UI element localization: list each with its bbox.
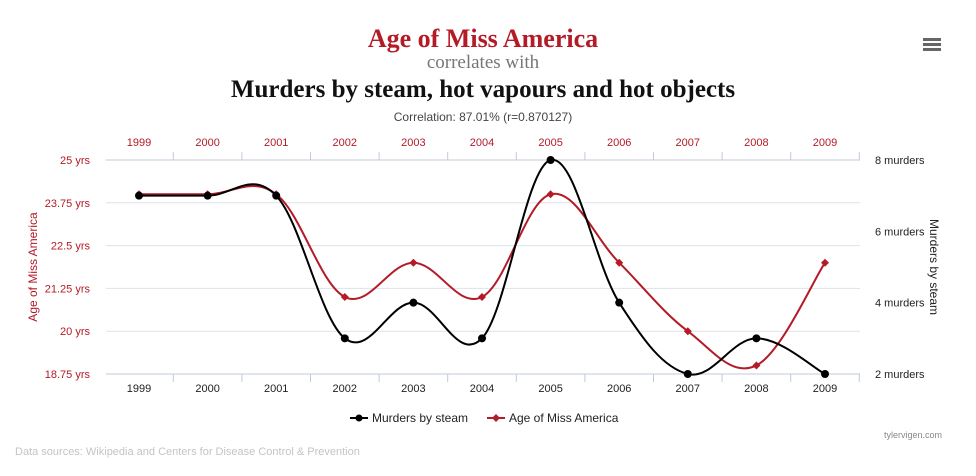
bottom-x-tick-label: 2007 [676,383,700,395]
bottom-x-tick-label: 2009 [813,383,837,395]
data-point-murders[interactable] [821,370,829,378]
top-x-tick-label: 2005 [538,137,562,149]
data-point-age[interactable] [409,258,418,267]
series-line-murders [138,158,826,376]
credit-link[interactable]: tylervigen.com [884,430,942,440]
data-point-murders[interactable] [340,334,349,343]
legend-label-murders: Murders by steam [372,411,468,425]
bottom-x-tick-label: 2002 [333,383,357,395]
bottom-x-tick-label: 1999 [127,383,151,395]
data-point-murders[interactable] [683,370,692,378]
data-point-age[interactable] [752,361,761,370]
bottom-x-tick-label: 2001 [264,383,288,395]
data-point-murders[interactable] [615,298,624,307]
top-x-tick-label: 2008 [744,137,768,149]
bottom-x-tick-label: 2006 [607,383,631,395]
series [135,156,829,378]
chart-title-line2: correlates with [427,52,540,73]
chart-title-line1: Age of Miss America [368,24,598,53]
correlation-text: Correlation: 87.01% (r=0.870127) [394,110,572,124]
top-x-tick-label: 2003 [401,137,425,149]
data-point-age[interactable] [615,258,624,267]
top-x-tick-label: 2004 [470,137,494,149]
chart-title-line3: Murders by steam, hot vapours and hot ob… [231,76,735,103]
data-point-age[interactable] [546,190,555,199]
data-point-age[interactable] [683,327,692,336]
left-y-tick-label: 21.25 yrs [45,283,91,295]
top-x-tick-label: 2007 [676,137,700,149]
left-axis-title: Age of Miss America [26,212,40,322]
data-point-murders[interactable] [135,191,143,200]
bottom-x-tick-label: 2005 [538,383,562,395]
bottom-x-tick-label: 2003 [401,383,425,395]
left-y-tick-label: 18.75 yrs [45,369,91,381]
right-y-tick-label: 4 murders [875,298,925,310]
legend-label-age: Age of Miss America [509,411,619,425]
bottom-x-tick-label: 2008 [744,383,768,395]
axes: 1999 1999 2000 2000 2001 2001 2002 2002 2003 2003… [45,137,925,395]
left-y-tick-label: 23.75 yrs [45,198,91,210]
right-y-tick-label: 8 murders [875,155,925,167]
data-point-murders[interactable] [409,298,418,307]
legend: Murders by steam Age of Miss America [350,411,619,425]
right-y-tick-label: 6 murders [875,226,925,238]
data-point-murders[interactable] [203,191,212,200]
data-point-murders[interactable] [478,334,486,343]
top-x-tick-label: 2000 [195,137,219,149]
left-y-tick-label: 20 yrs [60,326,90,338]
data-point-murders[interactable] [752,334,761,343]
right-axis-title: Murders by steam [927,219,941,315]
top-x-tick-label: 2006 [607,137,631,149]
data-source-text: Data sources: Wikipedia and Centers for … [15,446,360,458]
top-x-tick-label: 2002 [333,137,357,149]
legend-item-age[interactable]: Age of Miss America [487,411,619,425]
data-point-age[interactable] [478,292,486,301]
left-y-tick-label: 22.5 yrs [51,241,91,253]
right-y-tick-label: 2 murders [875,369,925,381]
data-point-age[interactable] [340,292,349,301]
data-point-age[interactable] [821,258,829,267]
bottom-x-tick-label: 2000 [195,383,219,395]
legend-item-murders[interactable]: Murders by steam [350,411,468,425]
top-x-tick-label: 2001 [264,137,288,149]
top-x-tick-label: 1999 [127,137,151,149]
top-x-tick-label: 2009 [813,137,837,149]
bottom-x-tick-label: 2004 [470,383,494,395]
data-point-murders[interactable] [272,191,281,200]
menu-icon[interactable] [923,38,941,51]
left-y-tick-label: 25 yrs [60,155,90,167]
data-point-murders[interactable] [546,156,555,164]
